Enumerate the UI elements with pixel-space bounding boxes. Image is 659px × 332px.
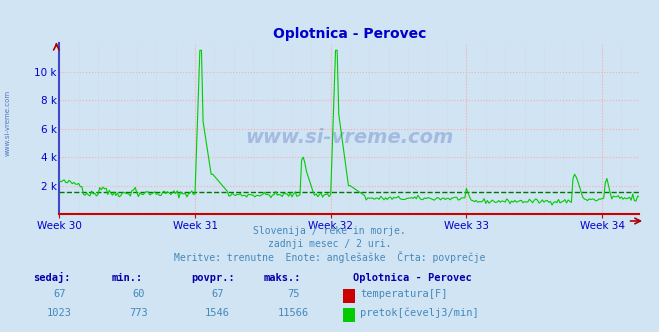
Text: 67: 67 <box>53 289 65 299</box>
Text: maks.:: maks.: <box>264 273 301 283</box>
Text: Oplotnica - Perovec: Oplotnica - Perovec <box>353 273 471 283</box>
Text: 60: 60 <box>132 289 144 299</box>
Text: pretok[čevelj3/min]: pretok[čevelj3/min] <box>360 307 479 318</box>
Text: 11566: 11566 <box>277 308 309 318</box>
Text: sedaj:: sedaj: <box>33 272 71 283</box>
Text: 773: 773 <box>129 308 148 318</box>
Text: www.si-vreme.com: www.si-vreme.com <box>5 90 11 156</box>
Text: povpr.:: povpr.: <box>191 273 235 283</box>
Text: www.si-vreme.com: www.si-vreme.com <box>245 128 453 147</box>
Text: Meritve: trenutne  Enote: anglešaške  Črta: povprečje: Meritve: trenutne Enote: anglešaške Črta… <box>174 251 485 263</box>
Title: Oplotnica - Perovec: Oplotnica - Perovec <box>273 27 426 41</box>
Text: 75: 75 <box>287 289 299 299</box>
Text: zadnji mesec / 2 uri.: zadnji mesec / 2 uri. <box>268 239 391 249</box>
Text: min.:: min.: <box>112 273 143 283</box>
Text: temperatura[F]: temperatura[F] <box>360 289 448 299</box>
Text: 67: 67 <box>212 289 223 299</box>
Text: 1023: 1023 <box>47 308 72 318</box>
Text: 1546: 1546 <box>205 308 230 318</box>
Text: Slovenija / reke in morje.: Slovenija / reke in morje. <box>253 226 406 236</box>
